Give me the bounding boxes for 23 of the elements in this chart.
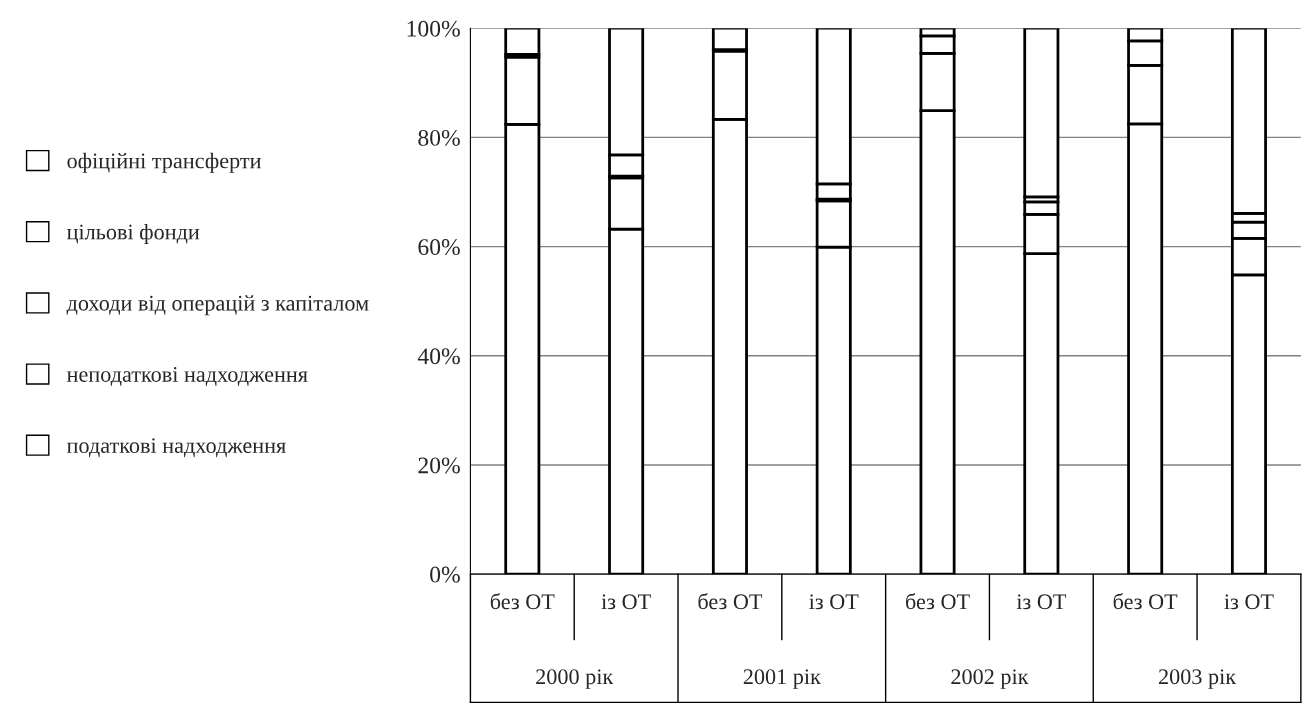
y-tick-label: 20% bbox=[418, 457, 460, 474]
y-tick-label: 80% bbox=[418, 129, 460, 146]
x-tick-label: без ОТ bbox=[1113, 593, 1178, 610]
y-tick-label: 40% bbox=[417, 348, 460, 365]
legend-label: цільові фонди bbox=[66, 223, 200, 245]
y-tick-label: 100% bbox=[407, 20, 460, 37]
x-tick-label: із ОТ bbox=[601, 594, 651, 610]
x-tick-label: без ОТ bbox=[698, 593, 763, 610]
x-tick-label: із ОТ bbox=[1224, 594, 1274, 610]
y-tick-label: 60% bbox=[418, 239, 460, 256]
text: 2000 рік bbox=[536, 669, 614, 689]
legend-label: офіційні трансферти bbox=[67, 152, 261, 173]
x-tick-label: із ОТ bbox=[809, 594, 859, 610]
text: 2003 рік bbox=[1158, 669, 1237, 689]
legend-label: доходи від операцій з капіталом bbox=[66, 295, 369, 316]
x-tick-label: із ОТ bbox=[1016, 594, 1067, 610]
x-tick-label: без ОТ bbox=[490, 593, 555, 610]
x-tick-label: без ОТ bbox=[906, 593, 970, 610]
y-tick-label: 0% bbox=[430, 566, 460, 583]
legend-label: податкові надходження bbox=[66, 438, 286, 458]
text: 2001 рік bbox=[743, 669, 821, 689]
text: 2002 рік bbox=[951, 669, 1029, 689]
legend-label: неподаткові надходження bbox=[66, 366, 308, 386]
